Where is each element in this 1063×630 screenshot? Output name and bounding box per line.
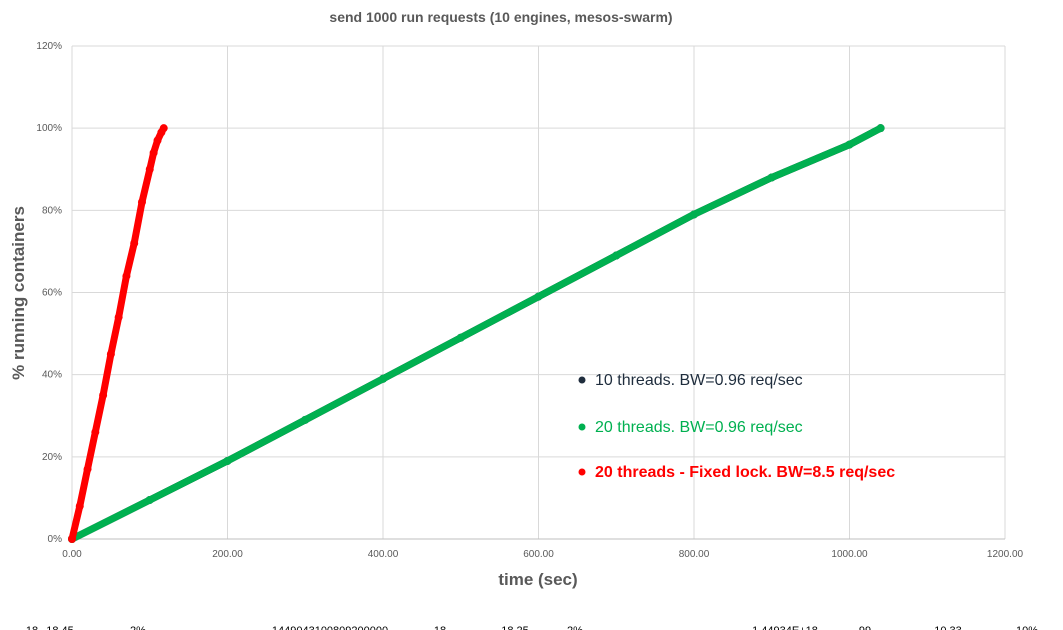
bottom-cell: 18 (26, 625, 38, 630)
bottom-cell: 1449043100809200000 (272, 625, 388, 630)
data-point (456, 333, 465, 342)
data-point (145, 165, 154, 174)
x-tick-label: 1200.00 (987, 549, 1024, 560)
bottom-cell: 10% (1016, 625, 1038, 630)
y-tick-label: 20% (42, 452, 62, 463)
legend-entry: 20 threads - Fixed lock. BW=8.5 req/sec (595, 464, 895, 481)
axes: 0% 20% 40% 60% 80% 100% 120% 0.00 200.00 400.00 60… (36, 41, 1023, 560)
bottom-cell: 99 (859, 625, 871, 630)
series-layer (68, 124, 885, 543)
x-tick-label: 600.00 (523, 549, 554, 560)
grid (71, 45, 1006, 540)
data-point (149, 148, 158, 157)
data-point (106, 350, 115, 359)
x-tick-label: 1000.00 (831, 549, 868, 560)
data-point (122, 272, 131, 281)
bottom-cell: 18.45 (46, 625, 74, 630)
y-tick-label: 80% (42, 205, 62, 216)
data-point (75, 502, 84, 511)
y-tick-label: 100% (36, 123, 62, 134)
x-axis-title: time (sec) (498, 570, 577, 589)
x-tick-label: 800.00 (679, 549, 710, 560)
data-point (301, 415, 310, 424)
bottom-cell: 2% (567, 625, 583, 630)
legend-entry: 20 threads. BW=0.96 req/sec (595, 419, 803, 436)
data-point (690, 210, 698, 219)
data-point (845, 140, 854, 149)
y-tick-label: 120% (36, 41, 62, 52)
bottom-cell: 1.44934E+18 (752, 625, 818, 630)
legend-marker (578, 468, 586, 476)
legend-entry: 10 threads. BW=0.96 req/sec (595, 372, 803, 389)
data-point (612, 251, 621, 260)
data-point (153, 136, 162, 145)
bottom-cell-strip: 18 18.45 2% 1449043100809200000 18 18.25 2% 1.4… (26, 625, 1038, 630)
legend-marker (578, 423, 586, 431)
data-point (379, 374, 387, 383)
data-point (99, 391, 108, 400)
bottom-cell: 2% (130, 625, 146, 630)
data-point (91, 428, 100, 437)
data-point (83, 465, 92, 474)
legend-marker (578, 376, 586, 384)
data-point (114, 313, 123, 322)
data-point (876, 124, 885, 133)
bottom-cell: 10.33 (934, 625, 962, 630)
x-tick-label: 400.00 (368, 549, 399, 560)
bottom-cell: 18 (434, 625, 446, 630)
bottom-cell: 18.25 (501, 625, 529, 630)
y-tick-label: 0% (48, 534, 63, 545)
data-point (130, 239, 139, 248)
legend: 10 threads. BW=0.96 req/sec 20 threads. B… (578, 372, 895, 481)
chart-title: send 1000 run requests (10 engines, meso… (329, 9, 672, 25)
x-tick-label: 0.00 (62, 549, 82, 560)
data-point (145, 495, 154, 504)
data-point (767, 173, 776, 182)
data-point (68, 535, 76, 543)
series-2 (68, 124, 885, 543)
data-point (159, 124, 168, 133)
data-point (223, 456, 232, 465)
series-line (68, 124, 885, 543)
x-tick-label: 200.00 (212, 549, 243, 560)
series-3 (68, 124, 168, 543)
data-point (137, 198, 146, 207)
y-tick-label: 60% (42, 288, 62, 299)
data-point (534, 292, 543, 301)
y-tick-label: 40% (42, 370, 62, 381)
y-axis-title: % running containers (9, 206, 28, 380)
